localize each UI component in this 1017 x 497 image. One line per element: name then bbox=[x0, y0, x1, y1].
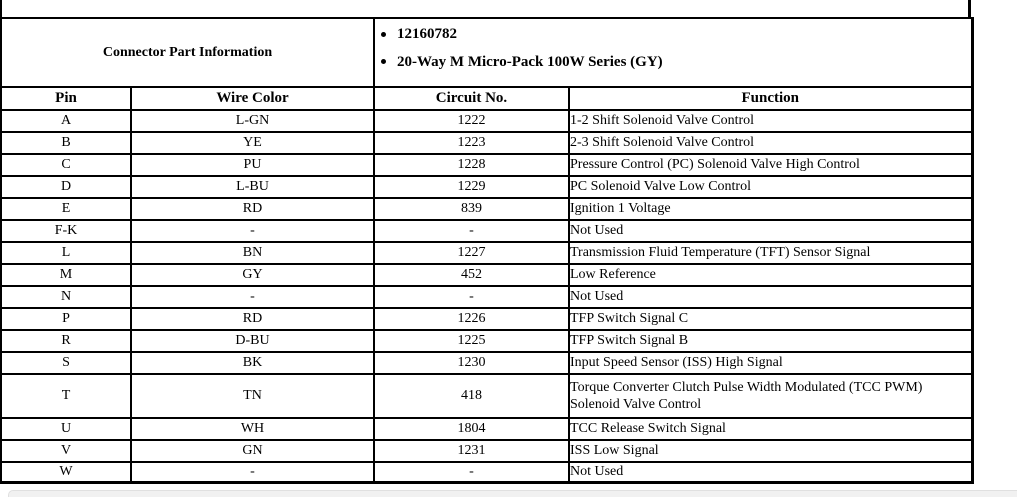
table-row: E RD 839 Ignition 1 Voltage bbox=[0, 197, 973, 221]
wire-color-cell: BK bbox=[130, 351, 375, 375]
connector-part-info-details: 12160782 20-Way M Micro-Pack 100W Series… bbox=[373, 17, 973, 88]
pin-cell: M bbox=[0, 263, 132, 287]
table-row: R D-BU 1225 TFP Switch Signal B bbox=[0, 329, 973, 353]
function-cell: Input Speed Sensor (ISS) High Signal bbox=[568, 351, 973, 375]
pin-cell: C bbox=[0, 153, 132, 177]
table-row: D L-BU 1229 PC Solenoid Valve Low Contro… bbox=[0, 175, 973, 199]
pin-cell: D bbox=[0, 175, 132, 199]
wire-color-cell: GY bbox=[130, 263, 375, 287]
wire-color-cell: WH bbox=[130, 417, 375, 441]
wire-color-cell: BN bbox=[130, 241, 375, 265]
table-row: B YE 1223 2-3 Shift Solenoid Valve Contr… bbox=[0, 131, 973, 155]
connector-pinout-table: Connector Part Information 12160782 20-W… bbox=[0, 17, 974, 484]
function-cell: 1-2 Shift Solenoid Valve Control bbox=[568, 109, 973, 133]
pin-cell: W bbox=[0, 461, 132, 483]
wire-color-cell: RD bbox=[130, 307, 375, 331]
circuit-cell: 1225 bbox=[373, 329, 570, 353]
connector-part-number-item: 12160782 bbox=[376, 25, 970, 44]
bullet-icon bbox=[381, 59, 386, 65]
function-cell: PC Solenoid Valve Low Control bbox=[568, 175, 973, 199]
circuit-cell: 1230 bbox=[373, 351, 570, 375]
function-cell: TFP Switch Signal B bbox=[568, 329, 973, 353]
function-cell: Not Used bbox=[568, 219, 973, 243]
function-cell: 2-3 Shift Solenoid Valve Control bbox=[568, 131, 973, 155]
wire-color-cell: L-BU bbox=[130, 175, 375, 199]
pin-cell: S bbox=[0, 351, 132, 375]
col-header-pin: Pin bbox=[0, 86, 132, 111]
table-row: T TN 418 Torque Converter Clutch Pulse W… bbox=[0, 373, 973, 419]
column-header-row: Pin Wire Color Circuit No. Function bbox=[0, 86, 973, 111]
connector-info-row: Connector Part Information 12160782 20-W… bbox=[0, 17, 973, 88]
circuit-cell: 1229 bbox=[373, 175, 570, 199]
wire-color-cell: RD bbox=[130, 197, 375, 221]
table-row: M GY 452 Low Reference bbox=[0, 263, 973, 287]
connector-part-info-title: Connector Part Information bbox=[0, 17, 375, 88]
pin-cell: F-K bbox=[0, 219, 132, 243]
circuit-cell: 418 bbox=[373, 373, 570, 419]
connector-part-number: 12160782 bbox=[397, 25, 457, 42]
function-cell: Ignition 1 Voltage bbox=[568, 197, 973, 221]
circuit-cell: 1228 bbox=[373, 153, 570, 177]
wire-color-cell: L-GN bbox=[130, 109, 375, 133]
function-cell: Transmission Fluid Temperature (TFT) Sen… bbox=[568, 241, 973, 265]
table-row: P RD 1226 TFP Switch Signal C bbox=[0, 307, 973, 331]
function-cell: Not Used bbox=[568, 285, 973, 309]
col-header-circuit-no: Circuit No. bbox=[373, 86, 570, 111]
circuit-cell: 1226 bbox=[373, 307, 570, 331]
circuit-cell: - bbox=[373, 461, 570, 483]
col-header-function: Function bbox=[568, 86, 973, 111]
table-row: A L-GN 1222 1-2 Shift Solenoid Valve Con… bbox=[0, 109, 973, 133]
table-row: F-K - - Not Used bbox=[0, 219, 973, 243]
wire-color-cell: PU bbox=[130, 153, 375, 177]
bullet-icon bbox=[381, 31, 386, 37]
function-cell: TCC Release Switch Signal bbox=[568, 417, 973, 441]
wire-color-cell: - bbox=[130, 285, 375, 309]
circuit-cell: 1222 bbox=[373, 109, 570, 133]
function-cell: Low Reference bbox=[568, 263, 973, 287]
wire-color-cell: TN bbox=[130, 373, 375, 419]
connector-series: 20-Way M Micro-Pack 100W Series (GY) bbox=[397, 53, 663, 70]
pin-cell: R bbox=[0, 329, 132, 353]
pin-cell: B bbox=[0, 131, 132, 155]
circuit-cell: 1804 bbox=[373, 417, 570, 441]
table-row: L BN 1227 Transmission Fluid Temperature… bbox=[0, 241, 973, 265]
circuit-cell: 452 bbox=[373, 263, 570, 287]
connector-series-item: 20-Way M Micro-Pack 100W Series (GY) bbox=[376, 53, 970, 72]
table-row: N - - Not Used bbox=[0, 285, 973, 309]
circuit-cell: - bbox=[373, 219, 570, 243]
function-cell: Not Used bbox=[568, 461, 973, 483]
table-row: U WH 1804 TCC Release Switch Signal bbox=[0, 417, 973, 441]
pin-cell: V bbox=[0, 439, 132, 463]
circuit-cell: 1223 bbox=[373, 131, 570, 155]
function-cell: TFP Switch Signal C bbox=[568, 307, 973, 331]
wire-color-cell: GN bbox=[130, 439, 375, 463]
pin-cell: T bbox=[0, 373, 132, 419]
wire-color-cell: - bbox=[130, 461, 375, 483]
circuit-cell: 1231 bbox=[373, 439, 570, 463]
cropped-row-fragment bbox=[0, 0, 971, 17]
function-cell: ISS Low Signal bbox=[568, 439, 973, 463]
circuit-cell: - bbox=[373, 285, 570, 309]
wire-color-cell: YE bbox=[130, 131, 375, 155]
col-header-wire-color: Wire Color bbox=[130, 86, 375, 111]
function-cell: Torque Converter Clutch Pulse Width Modu… bbox=[568, 373, 973, 419]
table-row: W - - Not Used bbox=[0, 461, 973, 483]
pin-cell: L bbox=[0, 241, 132, 265]
wire-color-cell: D-BU bbox=[130, 329, 375, 353]
table-row: S BK 1230 Input Speed Sensor (ISS) High … bbox=[0, 351, 973, 375]
horizontal-scrollbar[interactable] bbox=[8, 490, 1017, 497]
table-row: C PU 1228 Pressure Control (PC) Solenoid… bbox=[0, 153, 973, 177]
function-cell: Pressure Control (PC) Solenoid Valve Hig… bbox=[568, 153, 973, 177]
table-row: V GN 1231 ISS Low Signal bbox=[0, 439, 973, 463]
pin-cell: N bbox=[0, 285, 132, 309]
pin-cell: U bbox=[0, 417, 132, 441]
wire-color-cell: - bbox=[130, 219, 375, 243]
circuit-cell: 839 bbox=[373, 197, 570, 221]
pin-cell: P bbox=[0, 307, 132, 331]
circuit-cell: 1227 bbox=[373, 241, 570, 265]
pin-cell: A bbox=[0, 109, 132, 133]
pin-cell: E bbox=[0, 197, 132, 221]
